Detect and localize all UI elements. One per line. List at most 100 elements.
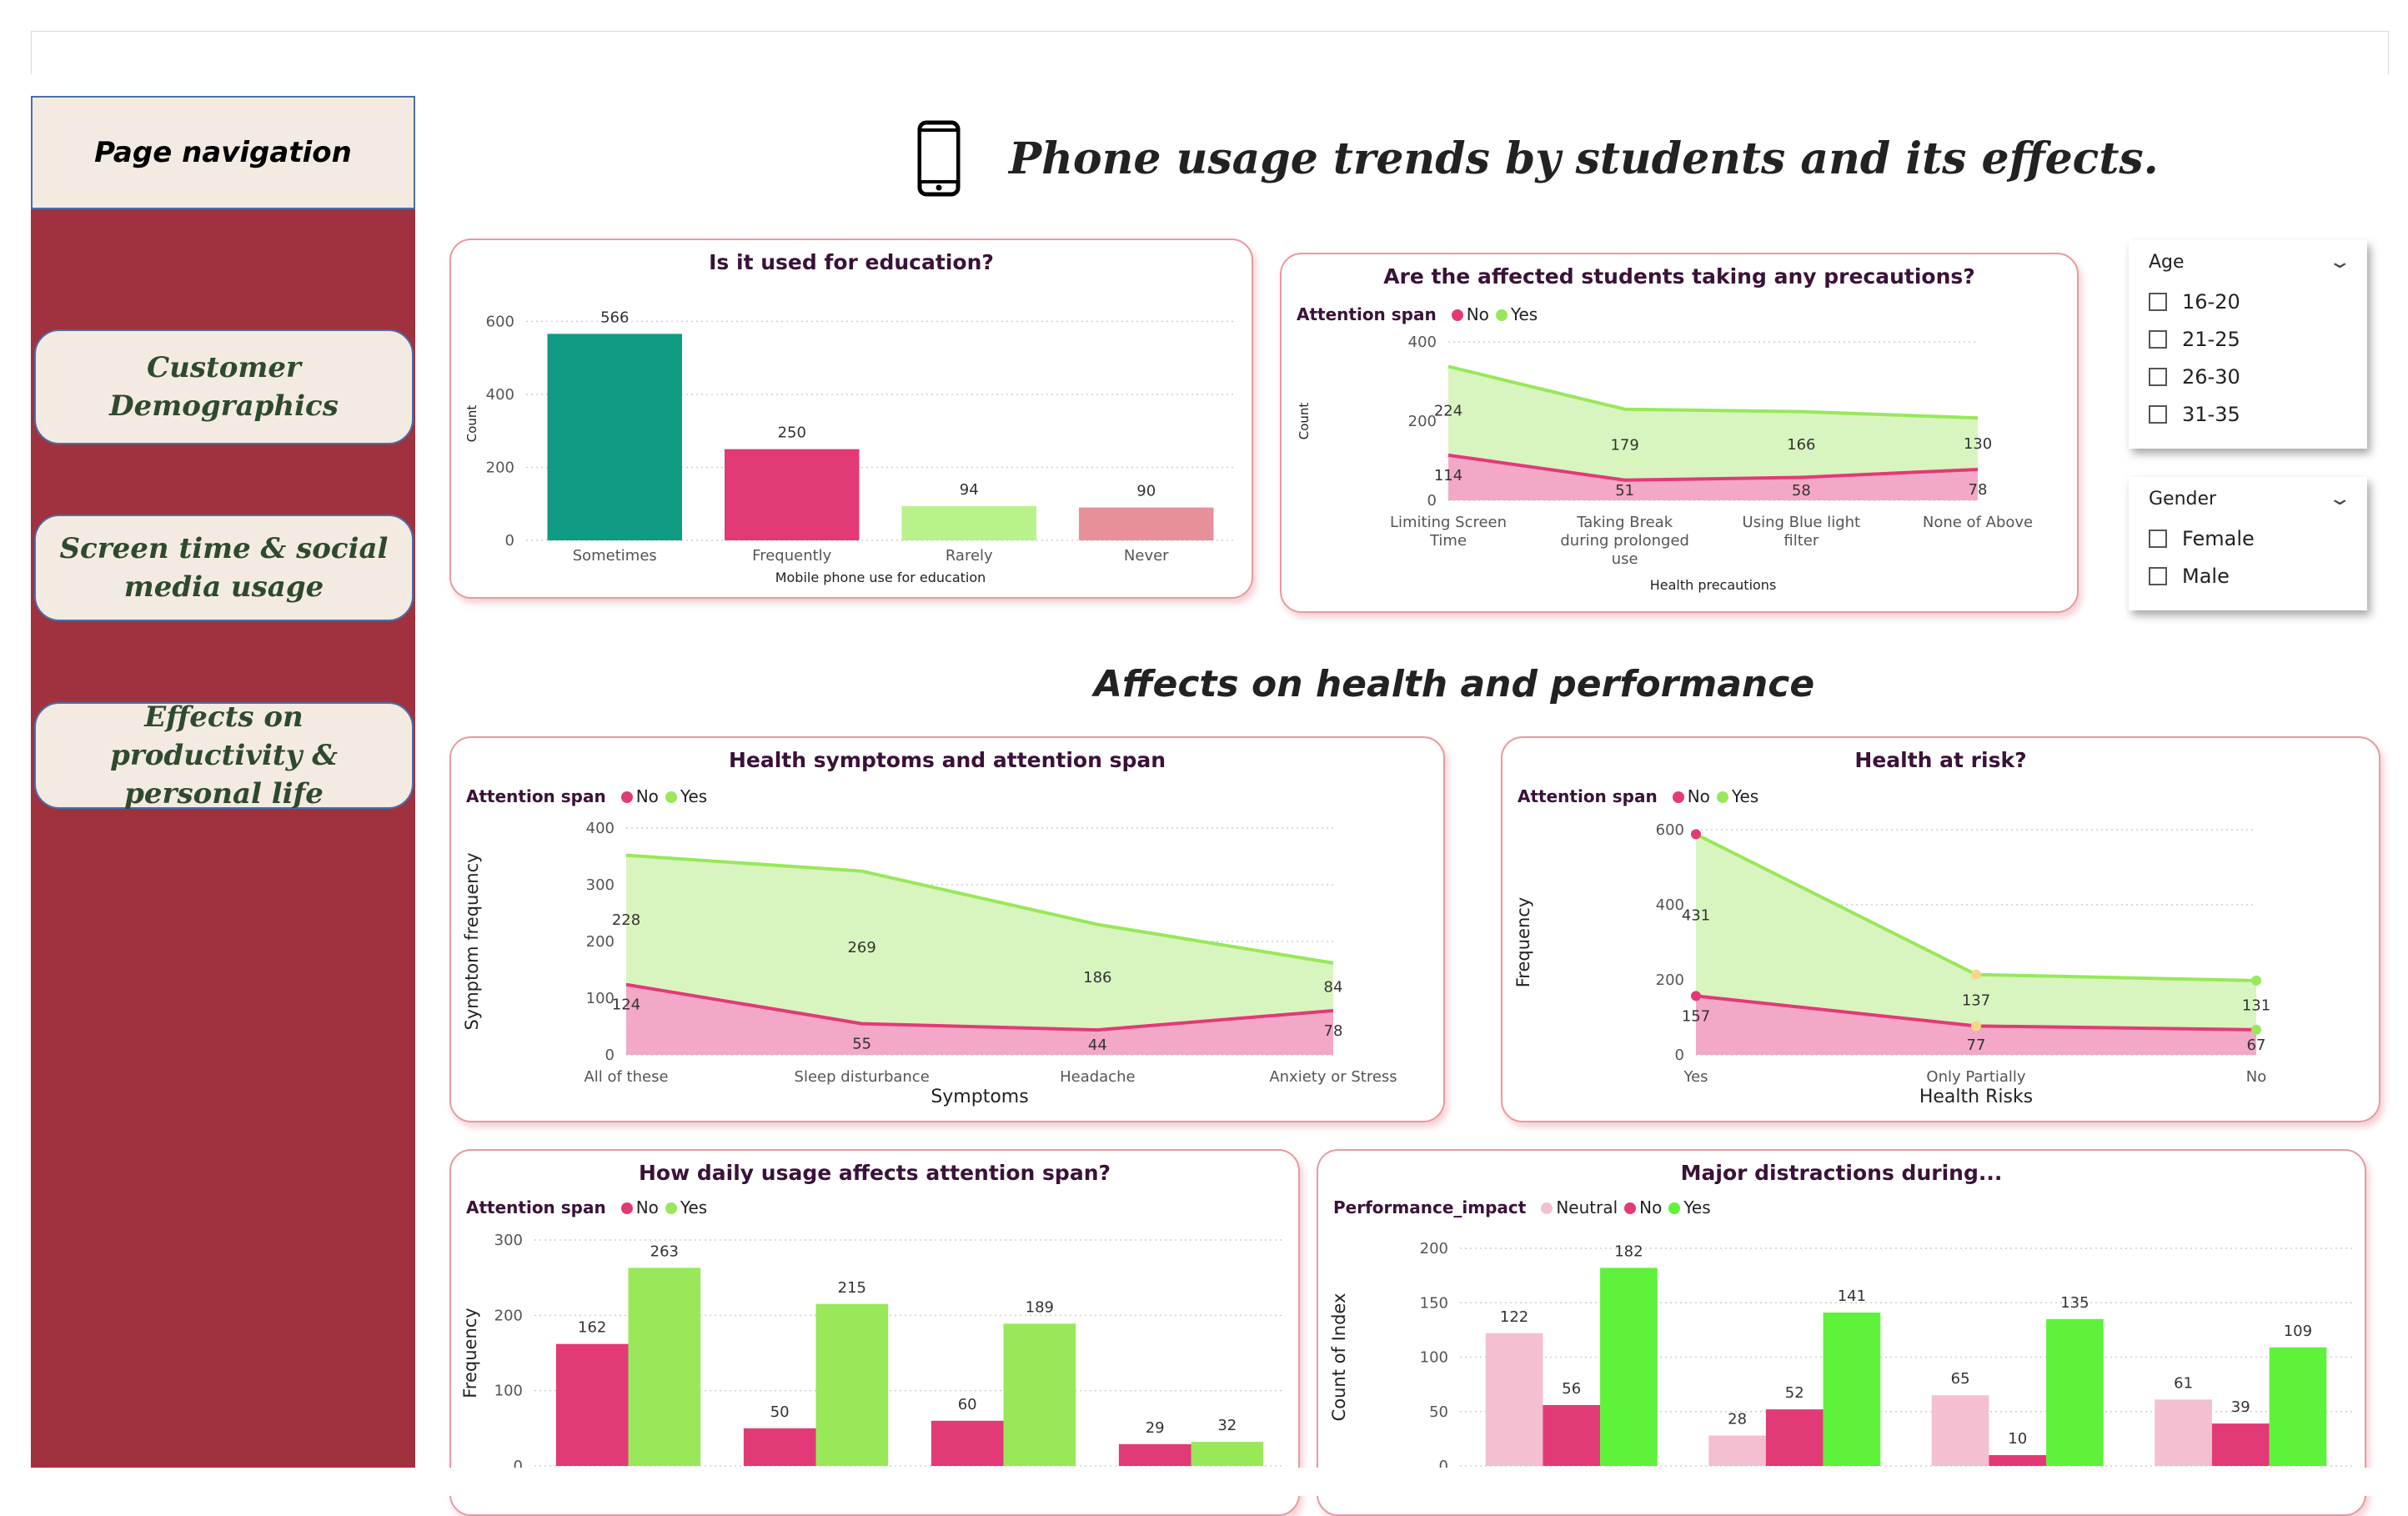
y-tick-label: 200	[1420, 1240, 1448, 1257]
bar	[1118, 1443, 1191, 1466]
data-label: 566	[600, 309, 629, 326]
x-axis-title: Mobile phone use for education	[775, 570, 986, 585]
age-option[interactable]: 21-25	[2149, 320, 2347, 358]
x-tick-label: Frequently	[752, 547, 831, 565]
data-label: 55	[852, 1036, 871, 1053]
y-axis-title: Symptom frequency	[462, 852, 482, 1030]
legend-label-no: No	[635, 1197, 659, 1217]
y-tick-label: 400	[1408, 334, 1437, 351]
x-tick-label: Anxiety or Stress	[1269, 1068, 1397, 1086]
x-tick-label: Never	[1124, 547, 1169, 565]
y-axis-title: Frequency	[1513, 897, 1533, 988]
x-tick-label: Rarely	[946, 547, 993, 565]
x-tick-label: No	[2246, 1068, 2266, 1086]
chart-title: Major distractions during...	[1680, 1161, 2003, 1185]
education-chart-card[interactable]: Is it used for education? 0 200 400 600 Coun…	[449, 238, 1253, 599]
data-label: 28	[1728, 1410, 1747, 1428]
y-tick-label: 100	[586, 990, 615, 1007]
yes-marker	[1971, 969, 1981, 980]
bar	[2155, 1399, 2212, 1466]
page-navigation-header: Page navigation	[31, 96, 415, 209]
age-option[interactable]: 26-30	[2149, 358, 2347, 395]
page-title: Phone usage trends by students and its e…	[1009, 133, 2159, 184]
health-risk-chart-card[interactable]: Health at risk? Attention span No Yes 0 200…	[1501, 736, 2380, 1122]
bar	[1003, 1323, 1076, 1466]
bar	[1600, 1268, 1658, 1466]
y-tick-label: 200	[1656, 971, 1684, 989]
checkbox-icon[interactable]	[2149, 292, 2167, 311]
age-slicer[interactable]: Age ⌄ 16-20 21-25 26-30 31-35	[2129, 240, 2367, 449]
data-label: 32	[1217, 1417, 1237, 1434]
x-axis-title: Symptoms	[931, 1087, 1028, 1107]
legend-label-yes: Yes	[680, 786, 708, 806]
legend-swatch-no	[1672, 791, 1684, 803]
bottom-edge	[0, 1468, 2408, 1496]
legend-label-yes: Yes	[1731, 786, 1759, 806]
chart-title: Are the affected students taking any pre…	[1383, 264, 1975, 289]
legend-swatch-yes	[1495, 309, 1508, 321]
daily-usage-chart-card[interactable]: How daily usage affects attention span? …	[449, 1149, 1300, 1516]
data-label: 78	[1969, 481, 1988, 499]
checkbox-icon[interactable]	[2149, 367, 2167, 386]
y-tick-label: 50	[1429, 1403, 1448, 1421]
chevron-down-icon[interactable]: ⌄	[2327, 489, 2352, 510]
chevron-down-icon[interactable]: ⌄	[2327, 252, 2352, 273]
nav-button-customer-demographics[interactable]: Customer Demographics	[34, 329, 414, 444]
checkbox-icon[interactable]	[2149, 329, 2167, 349]
bar	[628, 1268, 701, 1466]
bar	[931, 1420, 1004, 1466]
gender-option[interactable]: Male	[2149, 557, 2347, 595]
bar	[815, 1303, 889, 1466]
legend-swatch-yes	[1716, 791, 1728, 803]
health-risk-area-chart: 0 200 400 600 Frequency 157 77 67 431 137 131 Yes On…	[1513, 821, 2270, 1107]
data-label: 94	[960, 481, 979, 499]
bar	[1823, 1312, 1881, 1466]
bar	[547, 334, 682, 540]
bar	[1543, 1404, 1601, 1466]
distractions-chart-card[interactable]: Major distractions during... Performance…	[1317, 1149, 2366, 1516]
data-label: 131	[2242, 996, 2270, 1014]
y-tick-label: 0	[605, 1047, 615, 1064]
nav-button-screen-time[interactable]: Screen time & social media usage	[34, 515, 414, 621]
precautions-chart-card[interactable]: Are the affected students taking any pre…	[1280, 253, 2079, 613]
age-option[interactable]: 31-35	[2149, 395, 2347, 433]
age-option[interactable]: 16-20	[2149, 283, 2347, 320]
y-axis-title: Count of Index	[1329, 1293, 1349, 1422]
x-tick-label: filter	[1783, 532, 1819, 550]
data-label: 51	[1615, 482, 1634, 499]
x-tick-label: Time	[1429, 532, 1467, 550]
legend-label-yes: Yes	[1510, 304, 1538, 324]
y-axis-title: Frequency	[460, 1308, 480, 1398]
chart-title: Is it used for education?	[709, 250, 994, 274]
data-label: 189	[1026, 1298, 1054, 1316]
data-label: 50	[770, 1403, 790, 1421]
nav-button-effects-productivity[interactable]: Effects on productivity & personal life	[34, 700, 414, 811]
gender-slicer[interactable]: Gender ⌄ Female Male	[2129, 477, 2367, 610]
y-axis-title: Count	[1297, 403, 1312, 440]
x-tick-label: use	[1612, 550, 1638, 568]
y-tick-label: 600	[1656, 821, 1684, 839]
symptoms-chart-card[interactable]: Health symptoms and attention span Atten…	[449, 736, 1445, 1122]
data-label: 44	[1088, 1037, 1107, 1054]
checkbox-icon[interactable]	[2149, 404, 2167, 424]
yes-marker	[1691, 829, 1701, 840]
bar	[2269, 1347, 2327, 1466]
checkbox-icon[interactable]	[2149, 566, 2167, 585]
gender-option[interactable]: Female	[2149, 520, 2347, 557]
y-tick-label: 400	[586, 820, 615, 837]
legend-title: Attention span	[1518, 786, 1658, 806]
distractions-bar-chart: 0 50 100 150 200 Count of Index 122 56 182 28 52 14…	[1329, 1240, 2352, 1475]
bar	[555, 1343, 629, 1466]
y-tick-label: 300	[494, 1232, 523, 1249]
page-header: Phone usage trends by students and its e…	[917, 113, 2159, 204]
data-label: 84	[1324, 978, 1343, 996]
legend-title: Attention span	[466, 786, 606, 806]
no-marker	[2251, 1024, 2261, 1035]
legend-title: Performance_impact	[1333, 1197, 1527, 1217]
top-bar	[31, 31, 2389, 74]
chart-title: How daily usage affects attention span?	[638, 1161, 1111, 1185]
legend-label-no: No	[1466, 304, 1489, 324]
data-label: 269	[847, 939, 875, 956]
checkbox-icon[interactable]	[2149, 529, 2167, 548]
y-tick-label: 200	[586, 933, 615, 951]
